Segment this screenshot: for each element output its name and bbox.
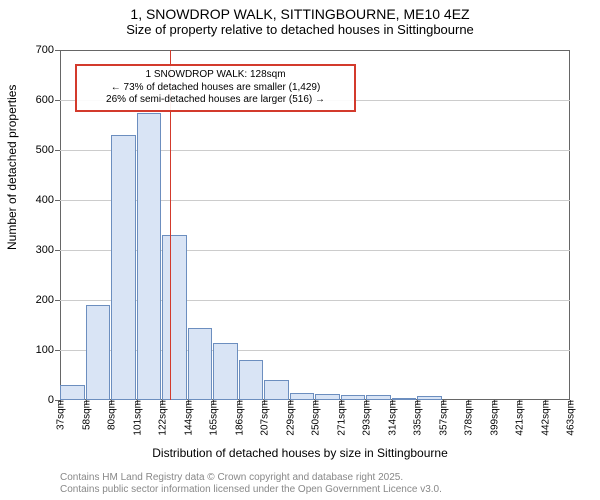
histogram-bar [60, 385, 85, 400]
x-tick-label: 378sqm [462, 400, 475, 436]
y-tick-label: 300 [36, 244, 60, 256]
x-tick-label: 122sqm [156, 400, 169, 436]
chart-title: 1, SNOWDROP WALK, SITTINGBOURNE, ME10 4E… [0, 0, 600, 22]
footer-line-1: Contains HM Land Registry data © Crown c… [60, 472, 442, 484]
x-tick-label: 165sqm [207, 400, 220, 436]
x-tick-label: 186sqm [232, 400, 245, 436]
x-tick-label: 463sqm [564, 400, 577, 436]
annotation-box: 1 SNOWDROP WALK: 128sqm← 73% of detached… [75, 64, 356, 112]
x-tick-label: 293sqm [360, 400, 373, 436]
x-tick-label: 357sqm [436, 400, 449, 436]
histogram-bar [86, 305, 111, 400]
annotation-line-2: ← 73% of detached houses are smaller (1,… [82, 82, 349, 95]
footer-line-2: Contains public sector information licen… [60, 484, 442, 496]
y-axis-label-text: Number of detached properties [5, 85, 19, 250]
x-tick-label: 144sqm [181, 400, 194, 436]
y-tick-label: 100 [36, 344, 60, 356]
histogram-bar [162, 235, 187, 400]
y-tick-label: 600 [36, 94, 60, 106]
x-tick-label: 421sqm [513, 400, 526, 436]
x-tick-label: 229sqm [283, 400, 296, 436]
histogram-bar [264, 380, 289, 400]
x-tick-label: 101sqm [130, 400, 143, 436]
annotation-line-3: 26% of semi-detached houses are larger (… [82, 94, 349, 107]
x-tick-label: 335sqm [411, 400, 424, 436]
x-tick-label: 250sqm [309, 400, 322, 436]
x-tick-label: 37sqm [54, 400, 67, 430]
histogram-bar [137, 113, 162, 401]
x-tick-label: 58sqm [79, 400, 92, 430]
x-tick-label: 399sqm [487, 400, 500, 436]
histogram-bar [188, 328, 213, 401]
histogram-bar [290, 393, 315, 401]
x-tick-label: 80sqm [105, 400, 118, 430]
plot-area: 010020030040050060070037sqm58sqm80sqm101… [60, 50, 570, 400]
histogram-bar [239, 360, 264, 400]
y-tick-label: 500 [36, 144, 60, 156]
chart-container: { "title": "1, SNOWDROP WALK, SITTINGBOU… [0, 0, 600, 500]
x-axis-label: Distribution of detached houses by size … [0, 446, 600, 460]
x-tick-label: 314sqm [385, 400, 398, 436]
y-tick-label: 700 [36, 44, 60, 56]
x-tick-label: 207sqm [258, 400, 271, 436]
histogram-bar [213, 343, 238, 401]
annotation-line-1: 1 SNOWDROP WALK: 128sqm [82, 69, 349, 82]
x-tick-label: 442sqm [538, 400, 551, 436]
chart-subtitle: Size of property relative to detached ho… [0, 22, 600, 41]
chart-footer: Contains HM Land Registry data © Crown c… [60, 472, 442, 496]
y-tick-label: 400 [36, 194, 60, 206]
y-tick-label: 200 [36, 294, 60, 306]
x-tick-label: 271sqm [334, 400, 347, 436]
histogram-bar [111, 135, 136, 400]
y-axis-label: Number of detached properties [5, 85, 19, 250]
